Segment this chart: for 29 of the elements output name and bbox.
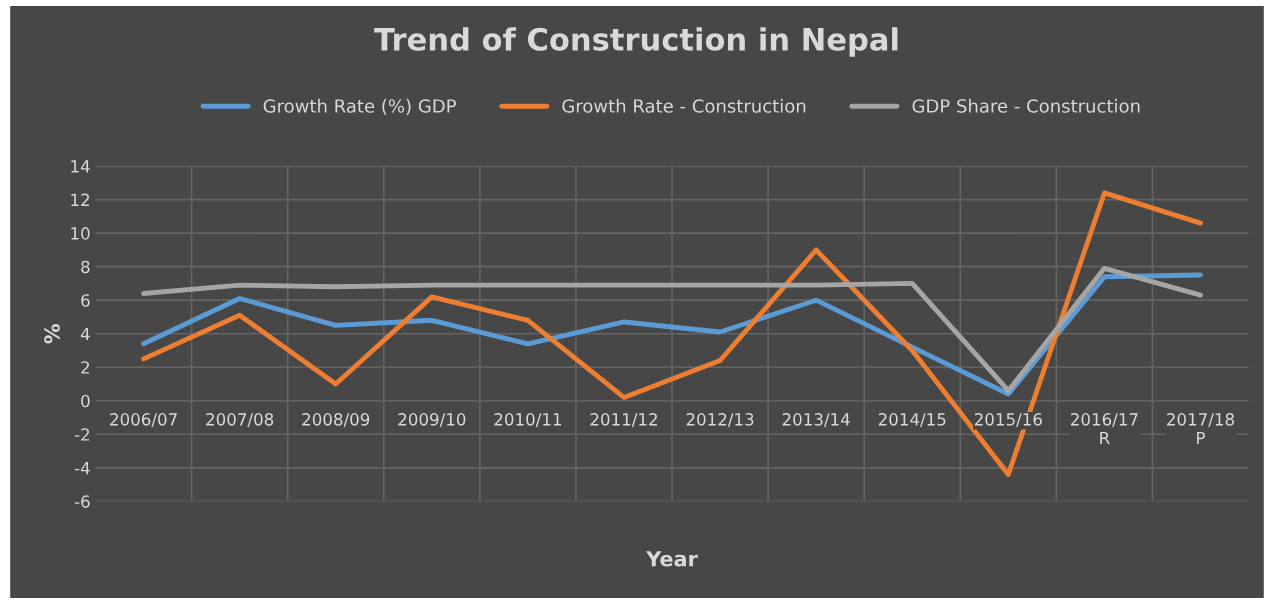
y-tick-label: 12 xyxy=(71,193,90,206)
legend-label: Growth Rate (%) GDP xyxy=(263,98,456,115)
y-tick-label: -6 xyxy=(74,495,90,508)
x-tick-label: 2011/12 xyxy=(590,413,657,427)
x-axis-title: Year xyxy=(646,551,698,567)
x-tick-label: 2013/14 xyxy=(782,413,850,427)
x-tick-label: 2015/16 xyxy=(974,413,1042,427)
x-tick-label: 2017/18 P xyxy=(1167,413,1234,445)
chart-title: Trend of Construction in Nepal xyxy=(374,27,898,57)
x-tick-label: 2014/15 xyxy=(878,413,946,427)
y-tick-label: 8 xyxy=(81,260,90,274)
y-tick-label: -4 xyxy=(74,461,90,475)
y-tick-label: 6 xyxy=(81,294,90,307)
x-tick-label: 2007/08 xyxy=(206,413,274,427)
x-tick-label: 2008/09 xyxy=(302,413,370,427)
y-tick-label: 0 xyxy=(81,394,90,408)
x-tick-label: 2012/13 xyxy=(686,413,754,427)
x-tick-label: 2010/11 xyxy=(494,413,561,427)
x-tick-label: 2016/17 R xyxy=(1071,413,1138,445)
legend-label: Growth Rate - Construction xyxy=(562,98,806,113)
y-tick-label: 2 xyxy=(81,361,90,374)
y-tick-label: 14 xyxy=(71,160,90,173)
y-tick-label: 4 xyxy=(80,327,90,341)
y-tick-label: 10 xyxy=(71,227,90,240)
y-axis-title: % xyxy=(44,323,60,344)
x-tick-label: 2006/07 xyxy=(110,413,177,427)
y-tick-label: -2 xyxy=(74,428,90,441)
x-tick-label: 2009/10 xyxy=(398,413,466,427)
legend-label: GDP Share - Construction xyxy=(912,98,1140,113)
